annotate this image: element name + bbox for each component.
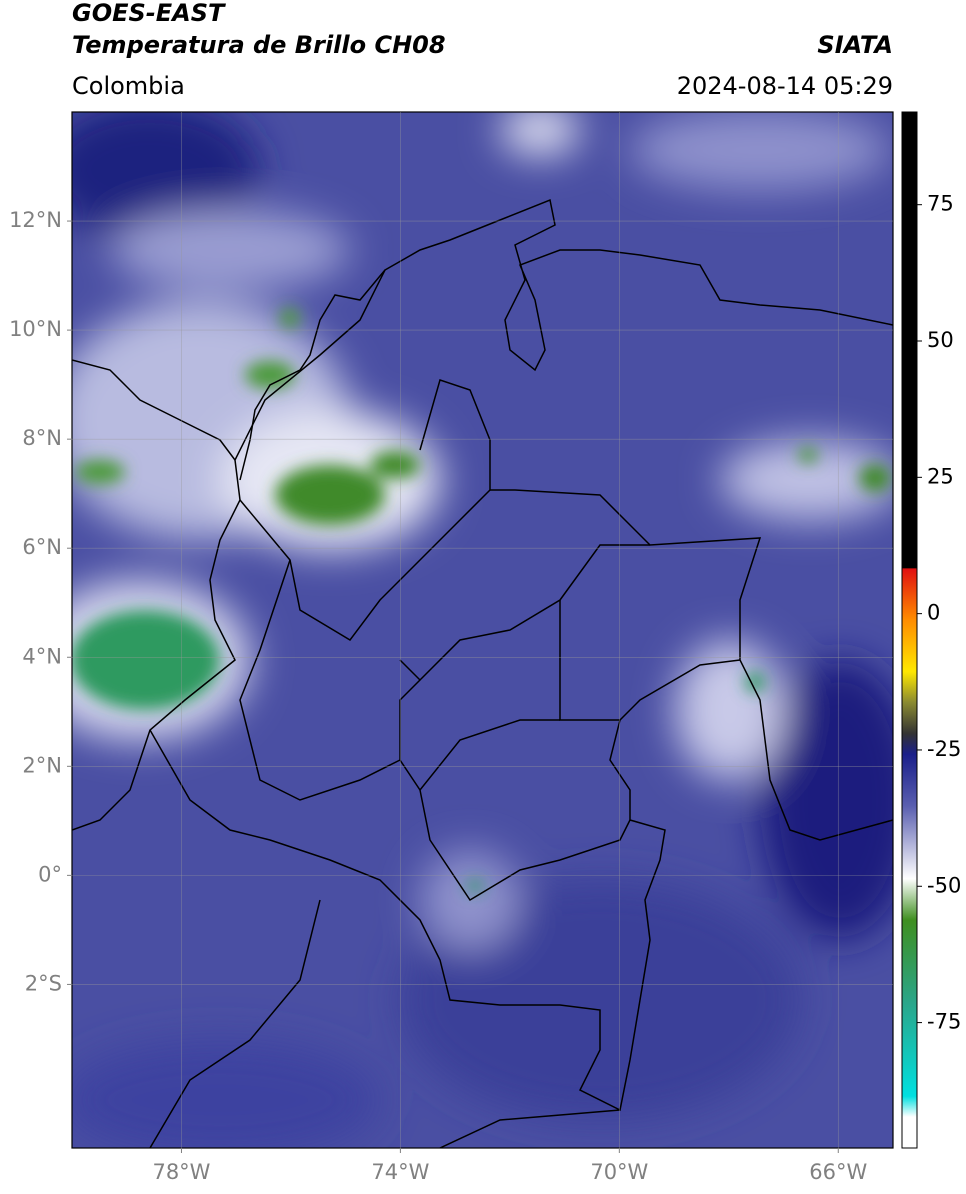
colorbar-tick-label: -25	[927, 737, 961, 761]
y-tick-label: 0°	[38, 862, 62, 886]
datetime: 2024-08-14 05:29	[677, 72, 893, 100]
y-tick-label: 12°N	[9, 208, 62, 232]
region: Colombia	[72, 72, 185, 100]
subtitle: Temperatura de Brillo CH08	[72, 31, 446, 59]
y-tick-label: 4°N	[22, 644, 62, 668]
x-tick-label: 70°W	[590, 1160, 648, 1184]
x-tick-label: 78°W	[152, 1160, 210, 1184]
y-tick-label: 6°N	[22, 535, 62, 559]
title: GOES-EAST	[72, 0, 226, 27]
y-tick-label: 8°N	[22, 426, 62, 450]
colorbar-tick-label: 0	[927, 601, 940, 625]
x-tick-label: 66°W	[809, 1160, 867, 1184]
y-tick-label: 10°N	[9, 317, 62, 341]
borders	[72, 198, 893, 1148]
map-frame	[71, 111, 894, 1149]
colorbar-tick-label: 25	[927, 464, 954, 488]
source: SIATA	[817, 31, 893, 59]
colorbar-tick-label: 75	[927, 192, 954, 216]
x-tick-label: 74°W	[371, 1160, 429, 1184]
colorbar	[901, 111, 918, 1149]
y-tick-label: 2°S	[25, 971, 62, 995]
colorbar-tick-label: 50	[927, 328, 954, 352]
satellite-image	[72, 112, 893, 1148]
grid	[72, 112, 893, 1148]
colorbar-tick-label: -75	[927, 1010, 961, 1034]
y-tick-label: 2°N	[22, 753, 62, 777]
colorbar-tick-label: -50	[927, 873, 961, 897]
